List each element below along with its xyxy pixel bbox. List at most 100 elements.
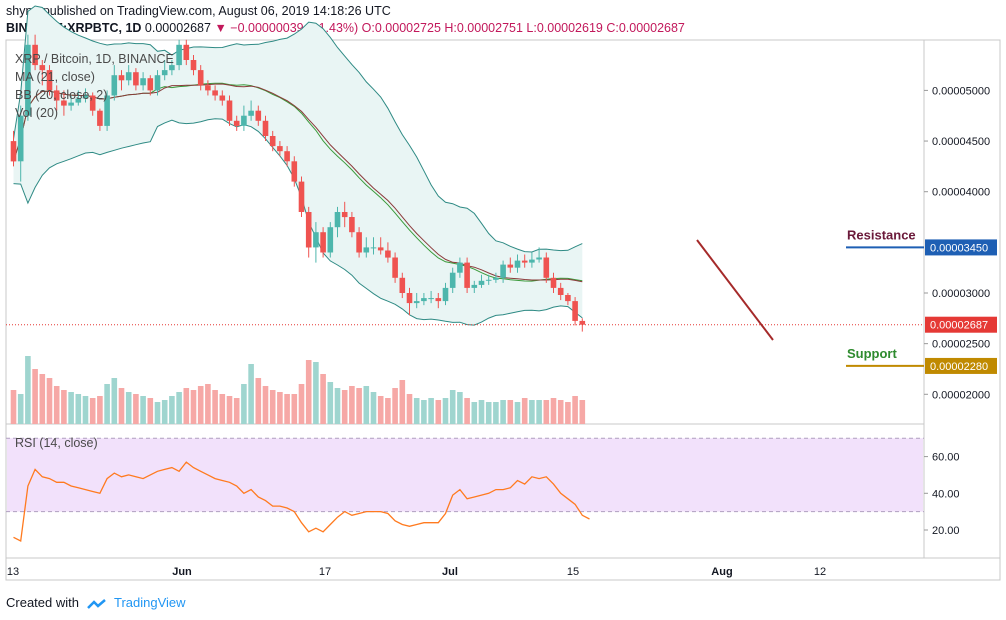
candle-body [485, 279, 492, 281]
legend-title: XRP / Bitcoin, 1D, BINANCE [15, 52, 174, 66]
candle-body [61, 100, 67, 106]
volume-bar [550, 398, 557, 424]
volume-bar [536, 400, 542, 424]
candle-body [233, 120, 240, 126]
candle-body [421, 298, 427, 302]
volume-bar [277, 392, 283, 424]
candle-body [111, 75, 118, 96]
candle-body [442, 287, 449, 302]
volume-bar [17, 394, 24, 424]
legend-vol: Vol (20) [15, 106, 59, 120]
candle-body [334, 212, 341, 228]
candle-body [161, 70, 168, 76]
candle-body [349, 217, 355, 233]
volume-bar [349, 386, 355, 424]
volume-bar [485, 402, 492, 424]
candle-body [176, 44, 182, 66]
volume-bar [104, 384, 110, 424]
tradingview-brand[interactable]: TradingView [114, 595, 186, 610]
volume-bar [377, 396, 384, 424]
candle-body [197, 70, 204, 86]
volume-bar [565, 402, 571, 424]
candle-body [363, 247, 370, 253]
candle-body [298, 181, 305, 212]
ohlc-values: O:0.00002725 H:0.00002751 L:0.00002619 C… [361, 21, 685, 35]
candle-body [356, 232, 362, 253]
candle-body [190, 60, 197, 71]
time-tick-label: Jul [442, 566, 458, 578]
candle-body [521, 260, 528, 263]
candle-body [46, 70, 53, 91]
rsi-line [13, 461, 590, 543]
candle-body [536, 257, 542, 260]
candle-body [284, 151, 290, 162]
volume-bar [392, 388, 398, 424]
volume-bar [543, 400, 550, 424]
volume-bar [169, 396, 175, 424]
volume-bar [219, 394, 226, 424]
candle-body [248, 110, 254, 116]
resistance-label: Resistance [847, 227, 916, 242]
time-tick-label: Jun [172, 566, 192, 578]
volume-bar [305, 360, 312, 424]
volume-bar [500, 400, 506, 424]
volume-bar [161, 400, 168, 424]
candle-body [125, 72, 132, 81]
candle-body [226, 100, 233, 121]
candle-body [377, 247, 384, 251]
volume-bar [111, 378, 118, 424]
rsi-tick-label: 60.00 [932, 452, 960, 464]
volume-bar [291, 394, 298, 424]
volume-bar [442, 398, 449, 424]
volume-bar [464, 398, 470, 424]
volume-bar [356, 388, 362, 424]
candle-body [10, 141, 17, 162]
bollinger-upper [13, 5, 583, 253]
candle-body [133, 72, 139, 86]
volume-bar [212, 390, 218, 424]
volume-bar [313, 362, 319, 424]
volume-bar [133, 394, 139, 424]
candle-body [550, 277, 557, 288]
volume-bar [89, 398, 96, 424]
volume-bar [82, 396, 89, 424]
support-tag-label: 0.00002280 [930, 361, 988, 373]
publisher-line: shyna published on TradingView.com, Augu… [6, 4, 391, 18]
candle-body [97, 110, 103, 126]
volume-bar [140, 396, 146, 424]
legend-bb: BB (20, close, 2) [15, 88, 108, 102]
candle-body [449, 272, 456, 288]
candle-body [457, 262, 463, 273]
candle-body [493, 277, 499, 280]
volume-bar [557, 400, 564, 424]
volume-bar [363, 386, 370, 424]
support-label: Support [847, 346, 897, 361]
candle-body [565, 295, 571, 302]
candle-body [183, 44, 190, 60]
candle-body [557, 287, 564, 295]
volume-bar [97, 396, 103, 424]
candle-body [320, 232, 326, 253]
volume-bar [507, 400, 514, 424]
volume-bar [457, 392, 463, 424]
volume-bar [226, 396, 233, 424]
price-tick-label: 0.00004000 [932, 187, 990, 199]
volume-bar [413, 398, 420, 424]
volume-bar [514, 402, 521, 424]
volume-bar [471, 402, 478, 424]
price-tick-label: 0.00002000 [932, 389, 990, 401]
volume-bar [118, 388, 125, 424]
resistance-tag-label: 0.00003450 [930, 242, 988, 254]
volume-bar [25, 356, 31, 424]
volume-bar [385, 398, 391, 424]
candle-body [262, 120, 269, 136]
time-tick-label: 13 [7, 566, 19, 578]
candle-body [154, 75, 161, 91]
volume-bar [579, 400, 586, 424]
price-axis [923, 39, 1001, 559]
volume-bar [529, 400, 535, 424]
bollinger-lower [13, 118, 583, 326]
volume-bar [248, 364, 254, 424]
price-tick-label: 0.00002500 [932, 339, 990, 351]
